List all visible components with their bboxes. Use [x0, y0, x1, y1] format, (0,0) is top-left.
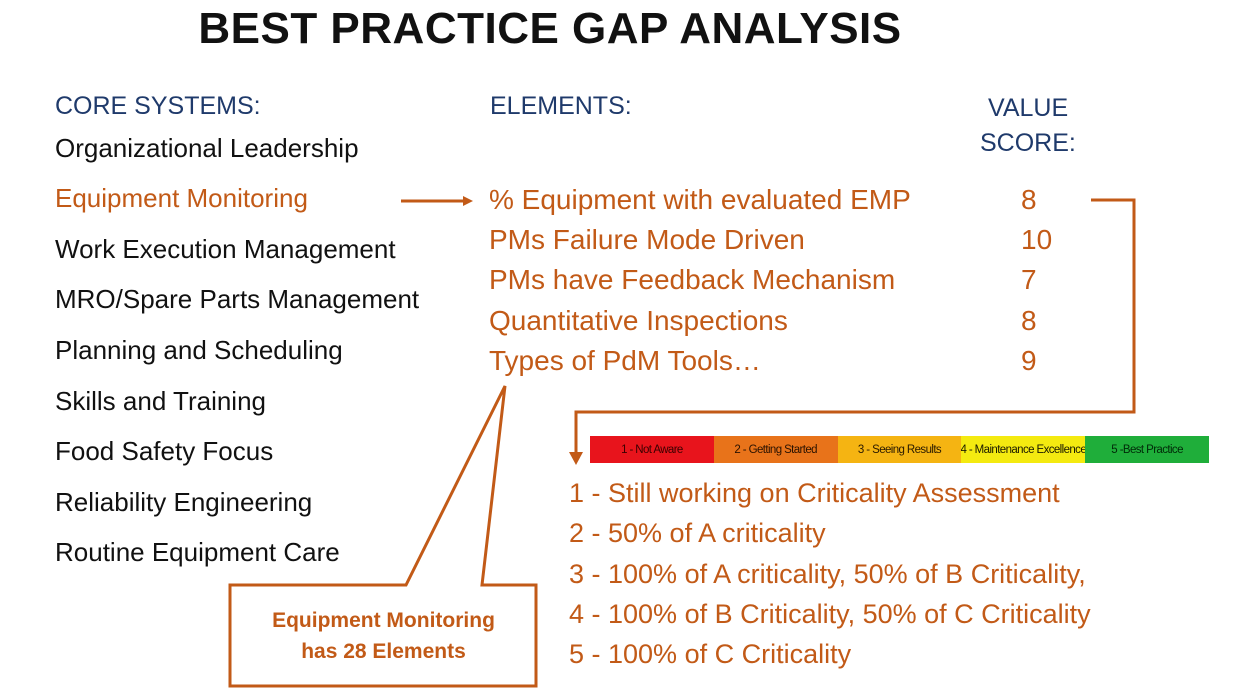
callout-line1: Equipment Monitoring: [272, 609, 495, 632]
core-system-mro-spare-parts-management: MRO/Spare Parts Management: [55, 284, 420, 314]
callout-line2: has 28 Elements: [301, 640, 466, 663]
score-to-scale-connector: [574, 198, 1136, 458]
element-quantitative-inspections: Quantitative Inspections: [489, 305, 788, 336]
core-system-skills-and-training: Skills and Training: [55, 386, 266, 416]
element-pms-feedback-mechanism: PMs have Feedback Mechanism: [489, 264, 896, 295]
element-pms-failure-mode-driven: PMs Failure Mode Driven: [489, 224, 805, 255]
core-system-work-execution-management: Work Execution Management: [55, 234, 396, 264]
element-score: 8: [1021, 184, 1037, 215]
scale-segment-getting-started: 2 - Getting Started: [713, 436, 838, 463]
elements-header: ELEMENTS:: [490, 92, 632, 120]
scale-arrow-head: [569, 452, 583, 465]
page-title: BEST PRACTICE GAP ANALYSIS: [198, 4, 902, 53]
scale-segment-seeing-results: 3 - Seeing Results: [837, 436, 962, 463]
callout-box: [228, 385, 538, 688]
criteria-line-5: 5 - 100% of C Criticality: [569, 639, 852, 669]
criteria-line-3: 3 - 100% of A criticality, 50% of B Crit…: [569, 559, 1086, 589]
criteria-line-4: 4 - 100% of B Criticality, 50% of C Crit…: [569, 599, 1091, 629]
scale-segment-best-practice: 5 -Best Practice: [1085, 436, 1209, 463]
core-systems-header: CORE SYSTEMS:: [55, 92, 261, 120]
scale-segment-maintenance-excellence: 4 - Maintenance Excellence: [961, 436, 1086, 463]
criteria-line-2: 2 - 50% of A criticality: [569, 518, 826, 548]
element-score: 8: [1021, 305, 1037, 336]
value-score-header-line1: VALUE: [988, 94, 1069, 122]
element-equipment-evaluated-emp: % Equipment with evaluated EMP: [489, 184, 911, 215]
element-score: 7: [1021, 264, 1037, 295]
core-system-equipment-monitoring: Equipment Monitoring: [55, 183, 308, 213]
core-system-food-safety-focus: Food Safety Focus: [55, 436, 274, 466]
element-score: 9: [1021, 345, 1037, 376]
value-score-header-line2: SCORE:: [980, 129, 1076, 157]
element-score: 10: [1021, 224, 1053, 255]
core-system-organizational-leadership: Organizational Leadership: [55, 133, 359, 163]
core-system-planning-and-scheduling: Planning and Scheduling: [55, 335, 343, 365]
maturity-scale: 1 - Not Aware 2 - Getting Started 3 - Se…: [590, 436, 1209, 463]
scale-segment-not-aware: 1 - Not Aware: [590, 436, 714, 463]
criteria-line-1: 1 - Still working on Criticality Assessm…: [569, 478, 1060, 508]
core-system-routine-equipment-care: Routine Equipment Care: [55, 537, 340, 567]
core-system-reliability-engineering: Reliability Engineering: [55, 487, 313, 517]
element-types-of-pdm-tools: Types of PdM Tools…: [489, 345, 761, 376]
